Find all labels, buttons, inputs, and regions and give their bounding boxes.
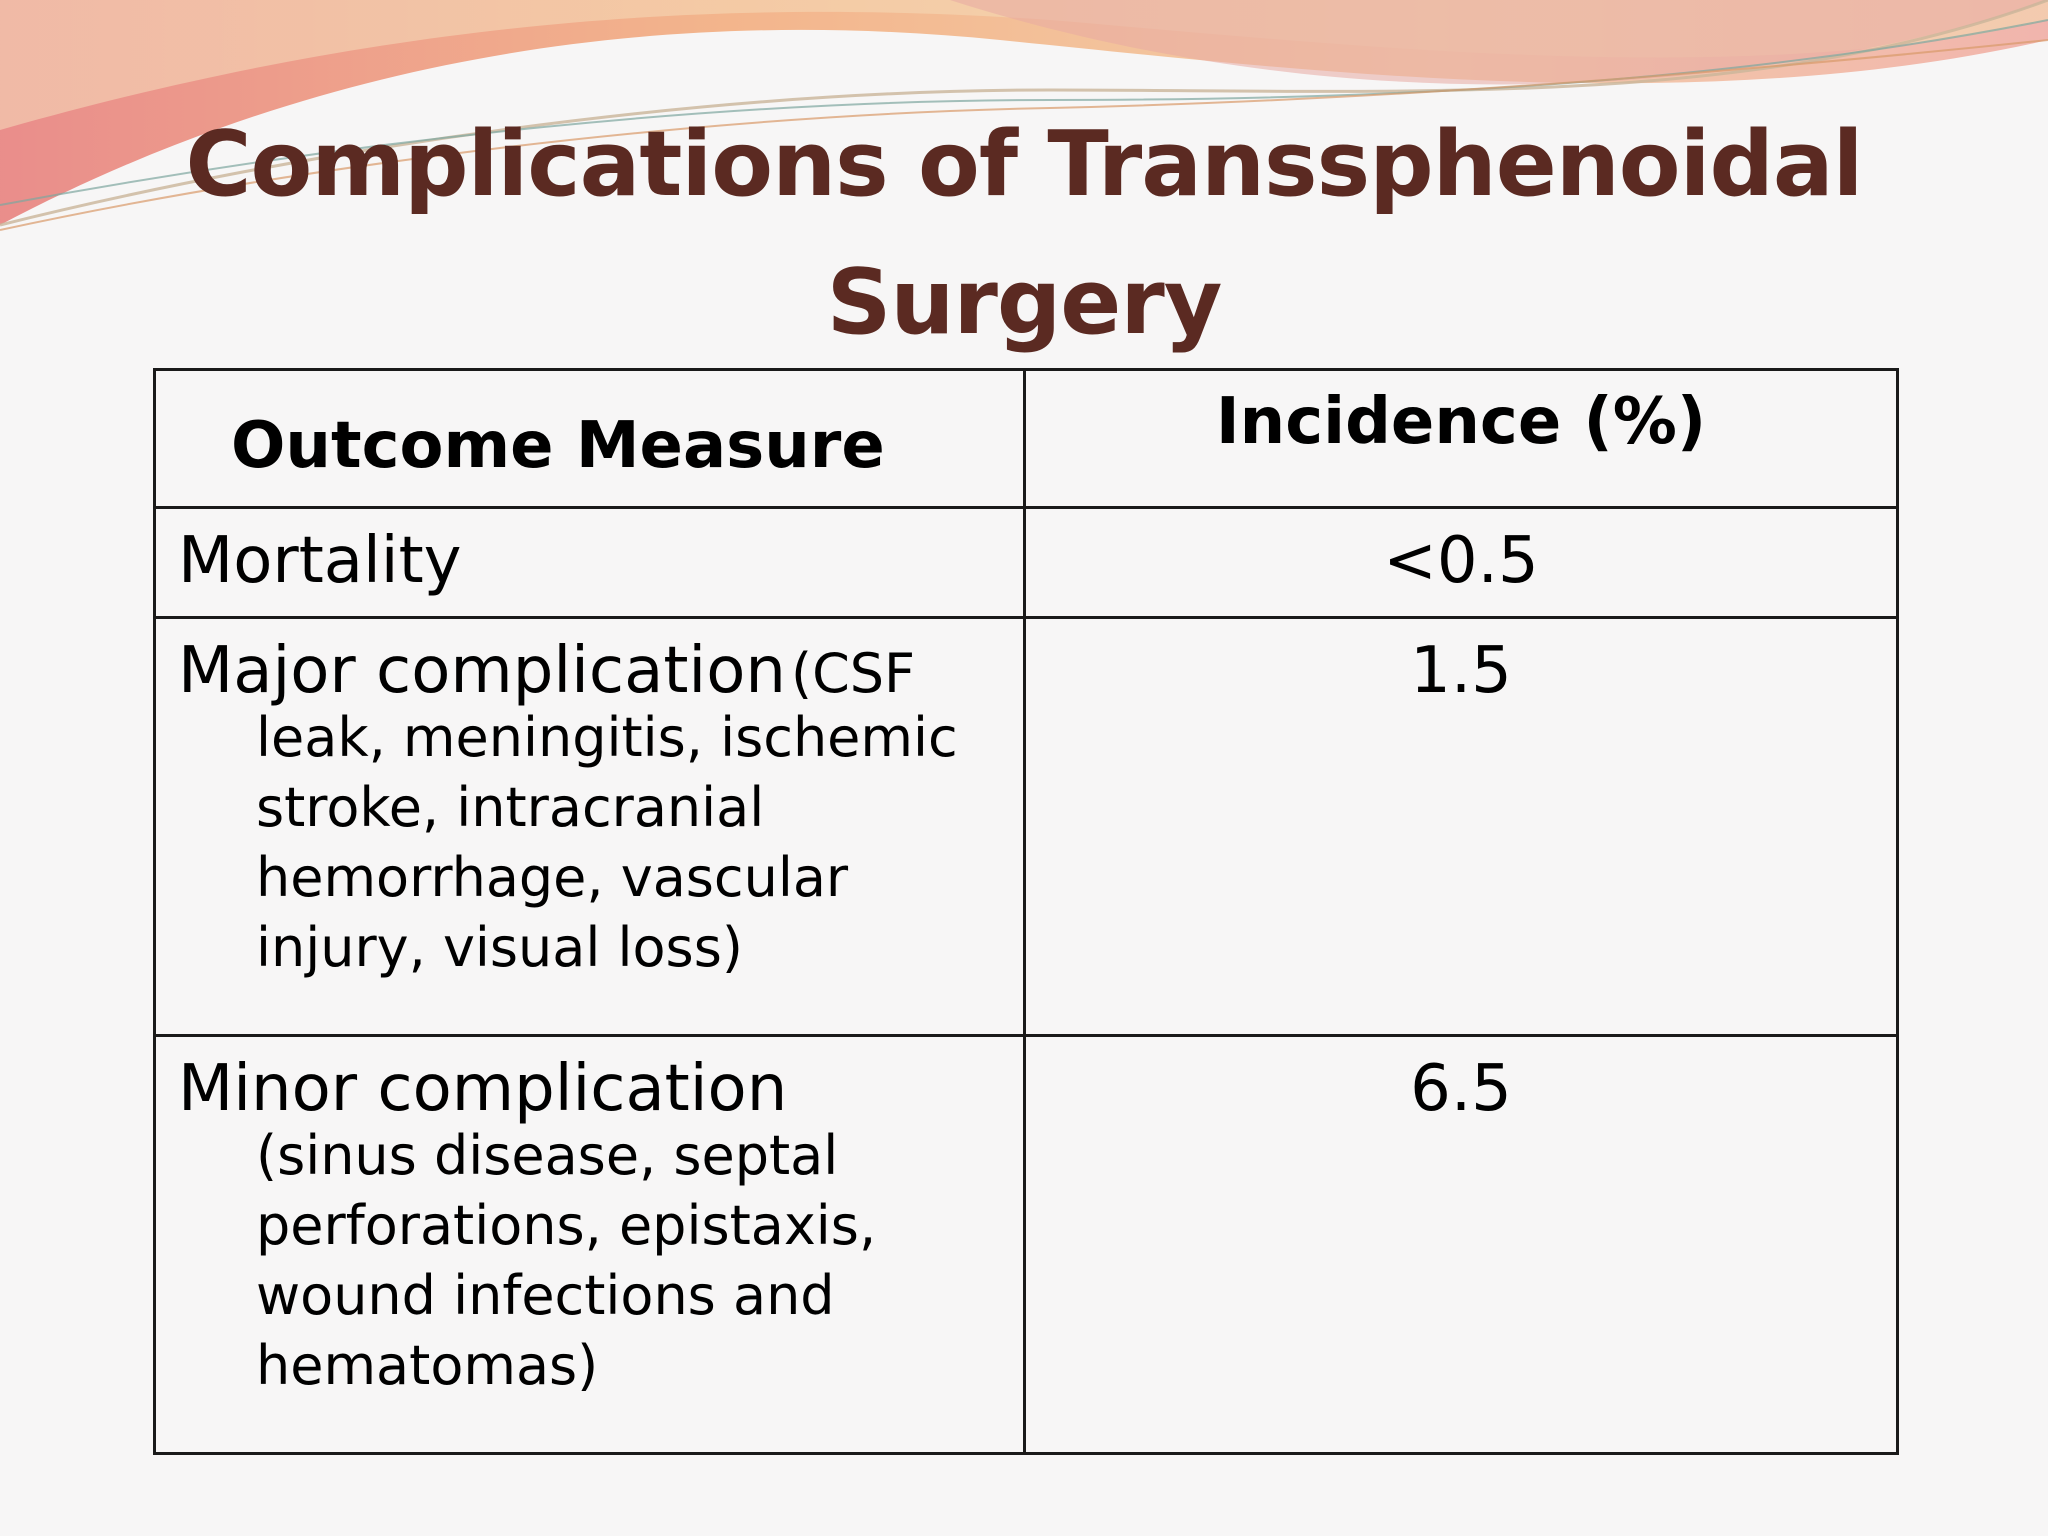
incidence-value: <0.5 [1023,506,1899,619]
table-row: Mortality <0.5 [153,506,1899,619]
table-header-row: Outcome Measure Incidence (%) [153,368,1899,509]
outcome-label: Minor complication [178,1052,788,1126]
complications-table: Outcome Measure Incidence (%) Mortality … [153,368,1899,1455]
incidence-value: 6.5 [1023,1034,1899,1455]
outcome-detail: leak, meningitis, ischemic stroke, intra… [256,706,958,979]
table-row: Major complication (CSF leak, meningitis… [153,616,1899,1037]
title-line-2: Surgery [826,250,1223,355]
header-incidence: Incidence (%) [1023,368,1899,509]
slide-title: Complications of Transsphenoidal Surgery [0,96,2048,372]
decorative-wave-banner [0,0,2048,231]
header-outcome-measure: Outcome Measure [153,368,1026,509]
outcome-label: Mortality [178,524,462,598]
outcome-label: Major complication [178,634,786,708]
title-line-1: Complications of Transsphenoidal [185,112,1864,217]
outcome-cell: Mortality [153,506,1026,619]
outcome-cell: Minor complication (sinus disease, septa… [153,1034,1026,1455]
outcome-detail-start: (CSF [791,642,916,705]
outcome-detail: (sinus disease, septal perforations, epi… [256,1124,877,1397]
incidence-value: 1.5 [1023,616,1899,1037]
outcome-cell: Major complication (CSF leak, meningitis… [153,616,1026,1037]
table-row: Minor complication (sinus disease, septa… [153,1034,1899,1455]
